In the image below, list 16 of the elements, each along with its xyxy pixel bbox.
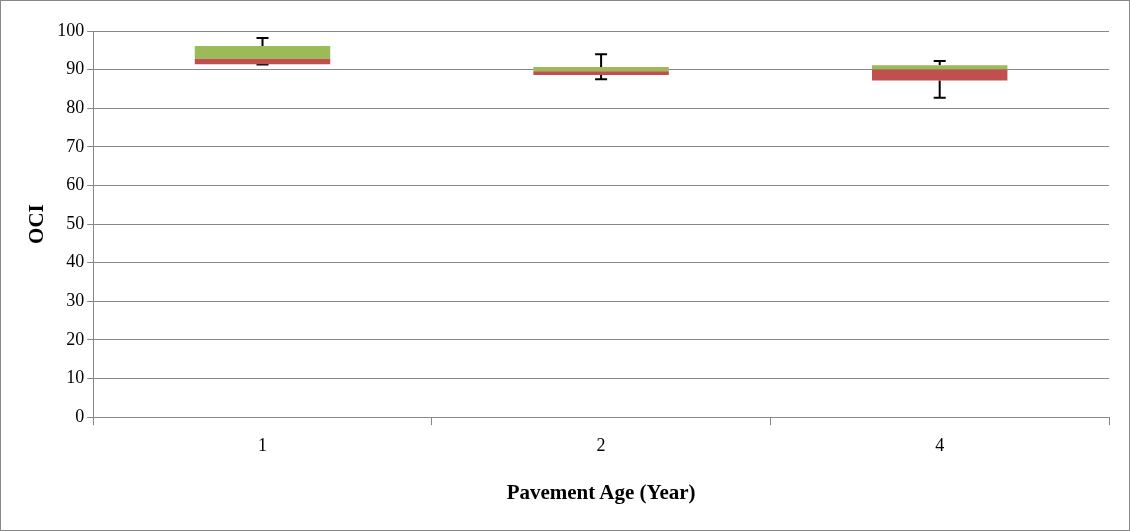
y-tick-label: 40 (66, 251, 85, 272)
y-tick-label: 30 (66, 290, 85, 311)
y-axis-title: OCI (24, 204, 49, 244)
y-tick-label: 0 (75, 405, 85, 426)
y-tick-label: 90 (66, 58, 85, 79)
y-tick-label: 70 (66, 135, 85, 156)
y-tick-label: 60 (66, 174, 85, 195)
y-tick-label: 50 (66, 212, 85, 233)
x-tick-label: 1 (258, 434, 267, 455)
x-axis-title: Pavement Age (Year) (506, 479, 696, 504)
x-tick-label: 4 (935, 434, 945, 455)
y-tick-label: 20 (66, 328, 85, 349)
y-tick-label: 100 (57, 19, 85, 40)
x-tick-label: 2 (596, 434, 606, 455)
y-tick-label: 10 (66, 367, 85, 388)
y-tick-label: 80 (66, 96, 85, 117)
